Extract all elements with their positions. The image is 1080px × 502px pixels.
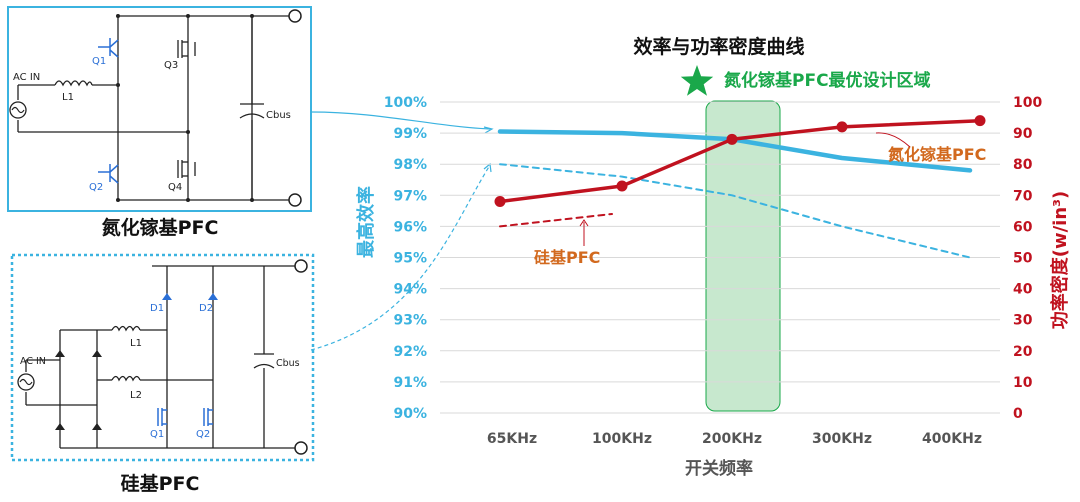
x-tick-label: 100KHz	[592, 431, 652, 447]
right-tick-label: 50	[1013, 251, 1033, 267]
star-icon	[680, 65, 714, 96]
x-axis-label: 开关频率	[685, 458, 753, 479]
gan-circuit-frame	[7, 6, 312, 212]
gan-series-annotation: 氮化镓基PFC	[888, 145, 986, 164]
series-line-1	[499, 163, 971, 259]
right-tick-label: 10	[1013, 375, 1033, 391]
right-tick-label: 30	[1013, 313, 1033, 329]
gan-connector-arrow	[310, 111, 491, 130]
left-tick-label: 90%	[393, 406, 427, 422]
left-tick-label: 100%	[384, 95, 427, 111]
x-tick-label: 400KHz	[922, 431, 982, 447]
si-q1-label: Q1	[150, 429, 164, 440]
gan-q3-label: Q3	[164, 60, 178, 71]
series-line-3	[499, 213, 613, 228]
data-point	[494, 196, 506, 208]
gan-cap-label: Cbus	[266, 110, 291, 121]
gan-inductor-label: L1	[62, 92, 74, 103]
right-tick-label: 80	[1013, 157, 1033, 173]
optimal-region-label: 氮化镓基PFC最优设计区域	[724, 70, 931, 91]
si-cap-label: Cbus	[276, 358, 300, 369]
x-tick-label: 200KHz	[702, 431, 762, 447]
left-axis-ticks: 100% 99% 98% 97% 96% 95% 94% 93% 92% 91% 90%	[384, 95, 427, 422]
d1-d2-diodes-icon	[162, 293, 218, 300]
gan-q4-label: Q4	[168, 182, 182, 193]
gan-ac-in-label: AC IN	[13, 72, 40, 83]
si-d1-label: D1	[150, 303, 164, 314]
si-q2-label: Q2	[196, 429, 210, 440]
si-d2-label: D2	[199, 303, 213, 314]
si-circuit-frame	[10, 253, 315, 462]
si-terminal-bottom	[294, 441, 308, 455]
efficiency-density-chart: 效率与功率密度曲线 氮化镓基PFC最优设计区域 100% 99% 98% 97% 96%…	[355, 35, 1071, 479]
left-axis-label: 最高效率	[355, 186, 377, 258]
q1-transistor-icon	[98, 38, 119, 58]
data-point	[974, 115, 986, 127]
data-point	[726, 133, 738, 145]
gan-annotation-pointer	[875, 132, 911, 148]
right-tick-label: 70	[1013, 188, 1033, 204]
left-tick-label: 92%	[393, 344, 427, 360]
x-tick-label: 65KHz	[487, 431, 537, 447]
x-tick-label: 300KHz	[812, 431, 872, 447]
si-pfc-circuit: AC IN L1 L2 D1 D2 Q1 Q2 Cbus 硅基PFC	[10, 253, 315, 495]
si-pfc-caption: 硅基PFC	[121, 472, 200, 495]
q2-transistor-icon	[98, 164, 119, 184]
left-tick-label: 95%	[393, 251, 427, 267]
gan-terminal-bottom	[288, 193, 302, 207]
chart-series	[494, 115, 986, 259]
left-tick-label: 98%	[393, 157, 427, 173]
chart-title: 效率与功率密度曲线	[633, 35, 804, 58]
q4-transistor-icon	[177, 160, 196, 178]
si-ac-in-label: AC IN	[20, 356, 46, 367]
si-connector-arrow	[310, 164, 491, 351]
si-mosfets-icon	[157, 408, 213, 426]
left-tick-label: 97%	[393, 188, 427, 204]
si-terminal-top	[294, 259, 308, 273]
optimal-region	[705, 100, 781, 412]
data-point	[616, 180, 628, 192]
left-tick-label: 96%	[393, 219, 427, 235]
right-tick-label: 60	[1013, 219, 1033, 235]
gan-q1-label: Q1	[92, 56, 106, 67]
chart-gridlines	[440, 101, 1000, 414]
right-tick-label: 40	[1013, 282, 1033, 298]
gan-pfc-caption: 氮化镓基PFC	[102, 216, 219, 239]
q3-transistor-icon	[177, 40, 196, 58]
gan-q2-label: Q2	[89, 182, 103, 193]
left-tick-label: 94%	[393, 282, 427, 298]
left-tick-label: 93%	[393, 313, 427, 329]
gan-pfc-circuit: AC IN L1 Q1 Q2 Q3 Q4 Cbus 氮化镓基PFC	[7, 6, 312, 239]
right-tick-label: 90	[1013, 126, 1033, 142]
right-tick-label: 100	[1013, 95, 1042, 111]
gan-terminal-top	[288, 9, 302, 23]
x-axis-ticks: 65KHz 100KHz 200KHz 300KHz 400KHz	[487, 431, 982, 447]
right-axis-label: 功率密度(w/in³)	[1049, 191, 1071, 330]
right-tick-label: 0	[1013, 406, 1023, 422]
data-point	[836, 121, 848, 133]
bridge-diodes-icon	[55, 350, 102, 430]
right-tick-label: 20	[1013, 344, 1033, 360]
si-l1-label: L1	[130, 338, 142, 349]
si-l2-label: L2	[130, 390, 142, 401]
si-series-annotation: 硅基PFC	[534, 248, 600, 267]
left-tick-label: 91%	[393, 375, 427, 391]
left-tick-label: 99%	[393, 126, 427, 142]
